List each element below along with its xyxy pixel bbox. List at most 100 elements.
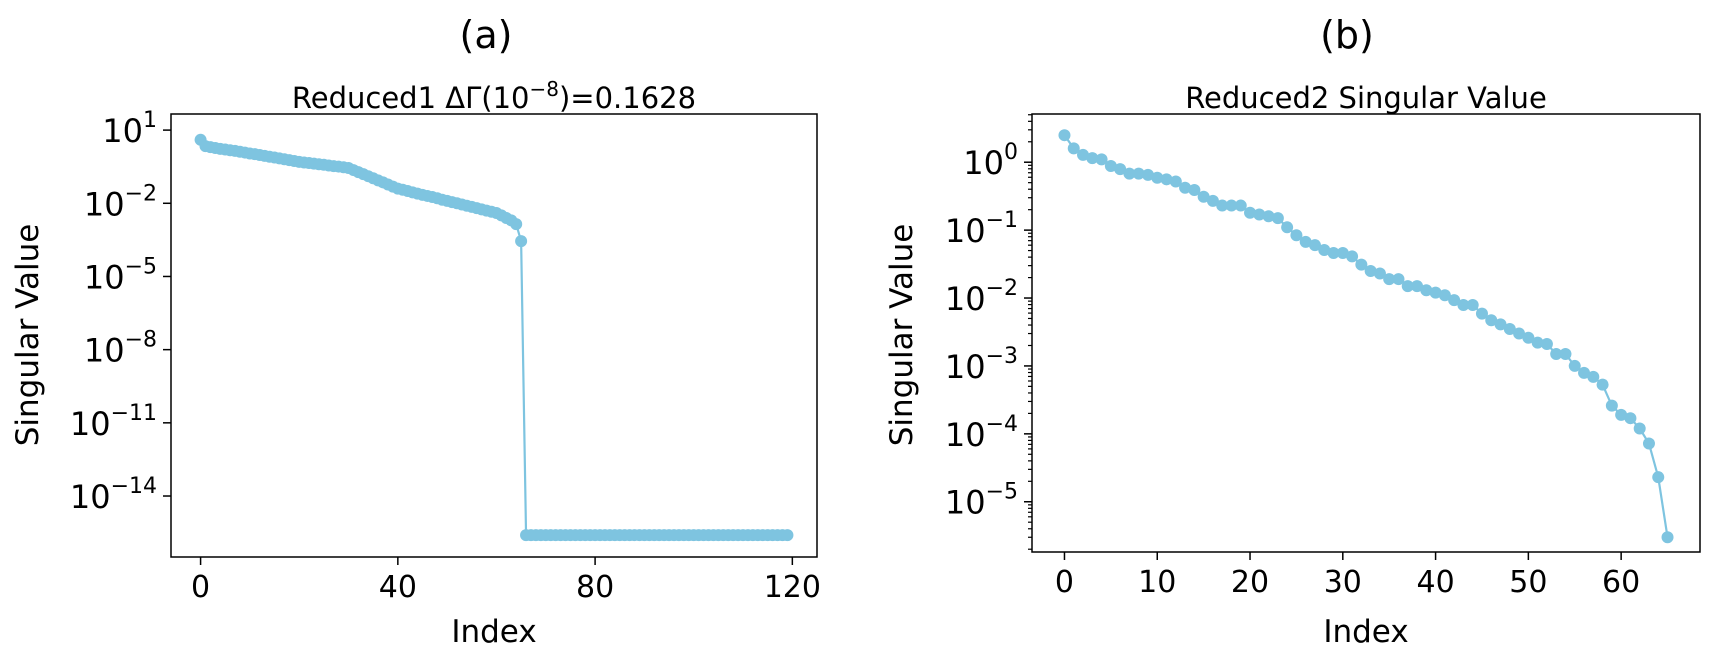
x-tick-label: 0 (1055, 565, 1074, 600)
data-point (1633, 422, 1646, 435)
data-point (1420, 284, 1433, 297)
data-point (1244, 206, 1257, 219)
y-tick-exponent: −4 (986, 412, 1018, 437)
data-point (1355, 258, 1368, 271)
data-point (1188, 183, 1201, 196)
x-tick-label: 80 (576, 570, 614, 605)
data-point (1485, 314, 1498, 327)
y-tick-base: 10 (70, 478, 111, 516)
data-point (1336, 247, 1349, 260)
data-point (1587, 370, 1600, 383)
data-point (1206, 194, 1219, 207)
panel-a: (a) Reduced1 ΔΓ(10−8)=0.1628 Index Singu… (10, 13, 821, 650)
data-point (1262, 210, 1275, 223)
panel-b: (b) Reduced2 Singular Value Index Singul… (884, 13, 1701, 650)
title-text: Reduced2 Singular Value (1185, 81, 1547, 115)
data-point (1540, 338, 1553, 351)
y-tick-label: 10−1 (945, 208, 1018, 250)
data-point (1652, 471, 1665, 484)
y-tick-label: 100 (963, 140, 1018, 182)
data-point (1475, 307, 1488, 320)
y-tick-exponent: 0 (1004, 140, 1018, 165)
y-tick-label: 10−5 (84, 254, 157, 296)
y-tick-exponent: −5 (986, 480, 1018, 505)
data-point (1642, 437, 1655, 450)
data-point (1114, 163, 1127, 176)
y-tick-exponent: −8 (125, 328, 157, 353)
data-point (1438, 289, 1451, 302)
data-point (1494, 318, 1507, 331)
chart-title: Reduced1 ΔΓ(10−8)=0.1628 (292, 77, 696, 115)
data-point (1123, 167, 1136, 180)
data-point (1522, 331, 1535, 344)
data-point (1095, 153, 1108, 166)
data-point (515, 235, 528, 248)
data-point (1132, 167, 1145, 180)
panel-label: (a) (460, 13, 513, 57)
data-point (1253, 208, 1266, 221)
data-point (1448, 294, 1461, 307)
data-point (1327, 247, 1340, 260)
x-tick-label: 120 (764, 570, 821, 605)
data-point (1457, 298, 1470, 311)
y-tick-base: 10 (84, 258, 125, 296)
axes-frame (170, 113, 818, 558)
data-point (1225, 199, 1238, 212)
y-tick-base: 10 (945, 280, 986, 318)
y-tick-exponent: −2 (986, 276, 1018, 301)
title-suffix: )=0.1628 (559, 81, 696, 115)
y-tick-label: 101 (102, 108, 157, 150)
y-tick-label: 10−14 (70, 474, 157, 516)
series-line (1063, 134, 1669, 538)
data-point (1290, 229, 1303, 242)
y-axis-label: Singular Value (884, 224, 920, 447)
y-tick-exponent: −5 (125, 254, 157, 279)
data-point (1466, 298, 1479, 311)
y-tick-label: 10−8 (84, 328, 157, 370)
data-point (1151, 171, 1164, 184)
data-point (1281, 221, 1294, 234)
data-point (1568, 359, 1581, 372)
x-axis-label: Index (451, 614, 536, 650)
y-tick-label: 10−5 (945, 480, 1018, 522)
title-superscript: −8 (529, 77, 558, 101)
y-tick-base: 10 (945, 348, 986, 386)
y-tick-base: 10 (945, 212, 986, 250)
x-tick-label: 20 (1231, 565, 1269, 600)
x-tick-label: 60 (1602, 565, 1640, 600)
data-point (1605, 399, 1618, 412)
data-point (1559, 347, 1572, 360)
y-tick-label: 10−11 (70, 401, 157, 443)
data-point (1197, 190, 1210, 203)
y-tick-exponent: −14 (111, 474, 157, 499)
data-point (781, 529, 794, 542)
x-tick-label: 30 (1324, 565, 1362, 600)
data-point (1308, 239, 1321, 252)
y-tick-base: 10 (70, 405, 111, 443)
y-axis-label: Singular Value (10, 224, 46, 447)
y-tick-exponent: −2 (125, 181, 157, 206)
y-tick-exponent: −3 (986, 344, 1018, 369)
data-point (1429, 286, 1442, 299)
data-point (1364, 265, 1377, 278)
y-tick-base: 10 (102, 112, 143, 150)
data-point (1373, 267, 1386, 280)
y-tick-exponent: 1 (143, 108, 157, 133)
data-point (1578, 366, 1591, 379)
data-point (1077, 148, 1090, 161)
x-axis-label: Index (1323, 614, 1408, 650)
y-tick-label: 10−4 (945, 412, 1018, 454)
title-text: Reduced1 ΔΓ(10 (292, 81, 530, 115)
data-point (1067, 142, 1080, 155)
data-point (1411, 280, 1424, 293)
y-tick-base: 10 (945, 484, 986, 522)
data-point (1392, 273, 1405, 286)
data-point (1624, 412, 1637, 425)
y-tick-label: 10−3 (945, 344, 1018, 386)
x-tick-label: 50 (1509, 565, 1547, 600)
data-point (1318, 243, 1331, 256)
x-tick-label: 0 (191, 570, 210, 605)
x-tick-label: 40 (1416, 565, 1454, 600)
y-tick-base: 10 (84, 332, 125, 370)
